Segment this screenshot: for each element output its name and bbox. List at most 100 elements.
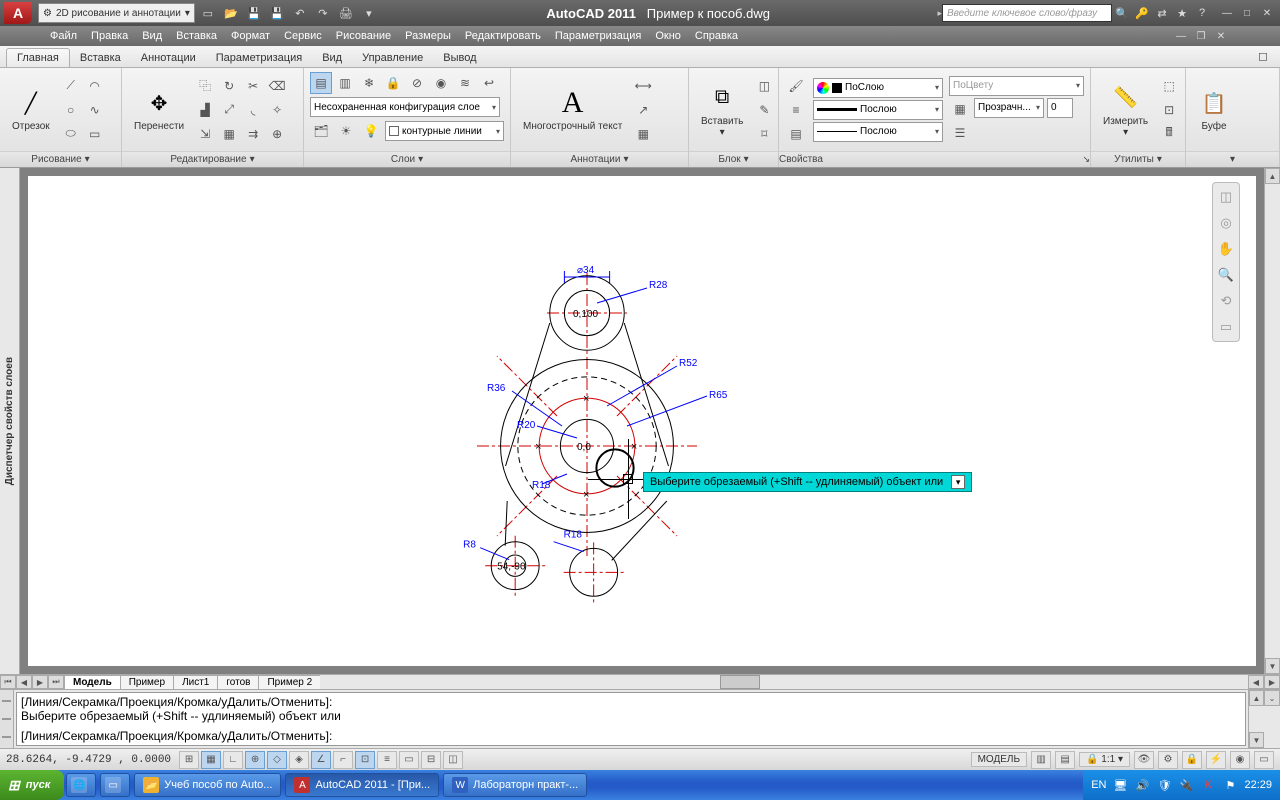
save-icon[interactable]: 💾	[244, 3, 264, 23]
measure-button[interactable]: 📏 Измерить▾	[1097, 80, 1154, 140]
grid-toggle[interactable]: ▦	[201, 751, 221, 769]
new-icon[interactable]: ▭	[198, 3, 218, 23]
start-button[interactable]: ⊞ пуск	[0, 770, 64, 800]
menu-help[interactable]: Справка	[695, 30, 738, 42]
nav-show-icon[interactable]: ▭	[1216, 317, 1236, 337]
tab-insert[interactable]: Вставка	[70, 49, 131, 67]
tab-layout1[interactable]: Пример	[120, 675, 174, 689]
menu-window[interactable]: Окно	[655, 30, 681, 42]
layer-off-icon[interactable]: ⊘	[406, 72, 428, 94]
tab-home[interactable]: Главная	[6, 48, 70, 67]
tab-prev-icon[interactable]: ◀	[16, 675, 32, 689]
transparency-value[interactable]: 0	[1047, 98, 1073, 118]
circle-icon[interactable]: ○	[60, 99, 82, 121]
plotstyle-dropdown[interactable]: ПоЦвету▾	[949, 76, 1084, 96]
horizontal-scrollbar[interactable]: ⏮ ◀ ▶ ⏭ Модель Пример Лист1 готов Пример…	[0, 674, 1280, 690]
menu-format[interactable]: Формат	[231, 30, 270, 42]
doc-restore-button[interactable]: ❐	[1192, 29, 1210, 43]
transparency-dropdown[interactable]: Прозрачн...▾	[974, 98, 1044, 118]
snap-toggle[interactable]: ⊞	[179, 751, 199, 769]
layer-manager-panel[interactable]: Диспетчер свойств слоев	[0, 168, 20, 674]
tab-model[interactable]: Модель	[64, 675, 121, 689]
doc-close-button[interactable]: ✕	[1212, 29, 1230, 43]
tab-view[interactable]: Вид	[312, 49, 352, 67]
menu-draw[interactable]: Рисование	[336, 30, 391, 42]
lwt-toggle[interactable]: ≡	[377, 751, 397, 769]
rotate-icon[interactable]: ↻	[218, 75, 240, 97]
task-item-1[interactable]: 📂Учеб пособ по Auto...	[134, 773, 281, 797]
calc-icon[interactable]: 🖩	[1158, 123, 1180, 145]
help-search-input[interactable]: Введите ключевое слово/фразу	[942, 4, 1112, 22]
ducs-toggle[interactable]: ⌐	[333, 751, 353, 769]
nav-pan-icon[interactable]: ✋	[1216, 239, 1236, 259]
quickview-drawings-icon[interactable]: ▤	[1055, 751, 1075, 769]
menu-service[interactable]: Сервис	[284, 30, 322, 42]
nav-orbit-icon[interactable]: ⟲	[1216, 291, 1236, 311]
select-icon[interactable]: ⬚	[1158, 75, 1180, 97]
spline-icon[interactable]: ∿	[84, 99, 106, 121]
nav-cube-icon[interactable]: ◫	[1216, 187, 1236, 207]
search-icon[interactable]: 🔍	[1112, 3, 1132, 23]
redo-icon[interactable]: ↷	[313, 3, 333, 23]
join-icon[interactable]: ⊕	[266, 123, 288, 145]
polyline-icon[interactable]: ⟋	[60, 75, 82, 97]
tab-next-icon[interactable]: ▶	[32, 675, 48, 689]
arc-icon[interactable]: ◠	[84, 75, 106, 97]
erase-icon[interactable]: ⌫	[266, 75, 288, 97]
workspace-switch-icon[interactable]: ⚙	[1158, 751, 1178, 769]
trim-icon[interactable]: ✂	[242, 75, 264, 97]
tab-layout3[interactable]: готов	[217, 675, 259, 689]
menu-insert[interactable]: Вставка	[176, 30, 217, 42]
3dosnap-toggle[interactable]: ◈	[289, 751, 309, 769]
doc-minimize-button[interactable]: —	[1172, 29, 1190, 43]
layer-match-icon[interactable]: ≋	[454, 72, 476, 94]
drawing-canvas[interactable]: ××××⌀34R28R52R65R36R20R18R8R180,1000,054…	[28, 176, 1256, 666]
panel-annot-title[interactable]: Аннотации ▾	[511, 151, 688, 167]
quickview-layouts-icon[interactable]: ▥	[1031, 751, 1051, 769]
tooltip-options-icon[interactable]: ▾	[951, 475, 965, 489]
layer-props-icon[interactable]: 🗂	[310, 120, 332, 142]
key-icon[interactable]: 🔑	[1132, 3, 1152, 23]
paste-button[interactable]: 📋 Буфе	[1192, 85, 1236, 134]
layer-lock-icon[interactable]: 🔒	[382, 72, 404, 94]
match-props-icon[interactable]: 🖌	[785, 75, 807, 97]
isolate-icon[interactable]: ◉	[1230, 751, 1250, 769]
quick-launch-1[interactable]: 🌐	[66, 773, 96, 797]
panel-edit-title[interactable]: Редактирование ▾	[122, 151, 303, 167]
edit-block-icon[interactable]: ✎	[753, 99, 775, 121]
layer-sun-icon[interactable]: ☀	[335, 120, 357, 142]
layer-freeze-icon[interactable]: ❄	[358, 72, 380, 94]
explode-icon[interactable]: ✧	[266, 99, 288, 121]
sc-toggle[interactable]: ◫	[443, 751, 463, 769]
osnap-toggle[interactable]: ◇	[267, 751, 287, 769]
clean-screen-icon[interactable]: ▭	[1254, 751, 1274, 769]
linetype-dropdown[interactable]: Послою▾	[813, 122, 943, 142]
dim-linear-icon[interactable]: ⟷	[632, 75, 654, 97]
block-attr-icon[interactable]: ⌑	[753, 123, 775, 145]
create-block-icon[interactable]: ◫	[753, 75, 775, 97]
tray-icon-3[interactable]: 🛡	[1156, 777, 1172, 793]
array-icon[interactable]: ▦	[218, 123, 240, 145]
tab-last-icon[interactable]: ⏭	[48, 675, 64, 689]
minimize-button[interactable]: —	[1218, 6, 1236, 20]
tab-manage[interactable]: Управление	[352, 49, 433, 67]
offset-icon[interactable]: ⇉	[242, 123, 264, 145]
ribbon-toggle-icon[interactable]: ◻	[1252, 45, 1274, 67]
workspace-dropdown[interactable]: ⚙2D рисование и аннотации▾	[38, 3, 195, 23]
tray-icon-4[interactable]: 🔌	[1178, 777, 1194, 793]
mtext-button[interactable]: A Многострочный текст	[517, 85, 628, 134]
menu-parametric[interactable]: Параметризация	[555, 30, 641, 42]
menu-modify[interactable]: Редактировать	[465, 30, 541, 42]
help-icon[interactable]: ?	[1192, 3, 1212, 23]
props-icon2[interactable]: ▤	[785, 123, 807, 145]
exchange-icon[interactable]: ⇄	[1152, 3, 1172, 23]
task-item-3[interactable]: WЛабораторн практ-...	[443, 773, 587, 797]
panel-props-title[interactable]: Свойства ↘	[779, 151, 1090, 167]
close-button[interactable]: ✕	[1258, 6, 1276, 20]
undo-icon[interactable]: ↶	[290, 3, 310, 23]
list-props-icon[interactable]: ☰	[949, 122, 971, 144]
transparency-icon[interactable]: ▦	[949, 98, 971, 120]
saveas-icon[interactable]: 💾	[267, 3, 287, 23]
color-dropdown[interactable]: ПоСлою▾	[813, 78, 943, 98]
nav-zoom-icon[interactable]: 🔍	[1216, 265, 1236, 285]
